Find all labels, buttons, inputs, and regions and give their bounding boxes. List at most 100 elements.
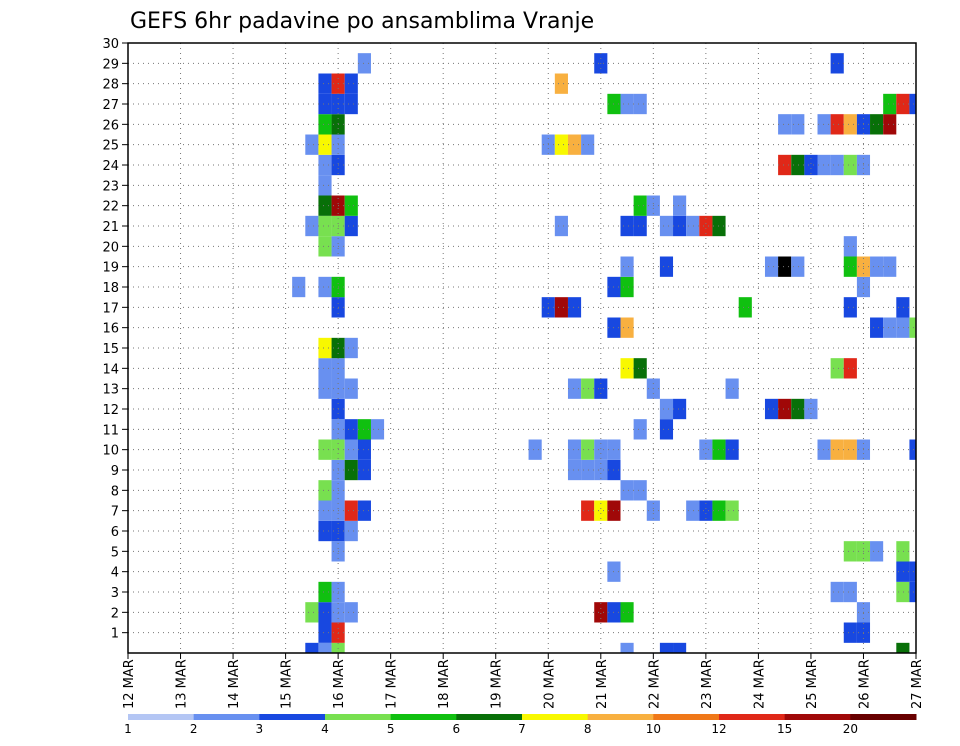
heatmap-cell (843, 236, 857, 257)
legend-label: 12 (711, 722, 726, 736)
x-tick-label: 26 MAR (857, 659, 872, 709)
heatmap-cell (843, 256, 857, 277)
heatmap-cell (817, 114, 831, 135)
heatmap-cell (554, 73, 568, 94)
heatmap-cell (318, 175, 332, 196)
heatmap-cell (305, 134, 319, 155)
heatmap-cell (581, 500, 595, 521)
heatmap-cell (344, 602, 358, 623)
y-tick-label: 15 (102, 342, 119, 357)
heatmap-cell (620, 276, 634, 298)
legend-label: 6 (453, 722, 461, 736)
heatmap-cell (620, 93, 634, 115)
heatmap-cell (843, 541, 857, 562)
heatmap-cell (738, 297, 752, 318)
heatmap-cell (567, 378, 582, 399)
x-tick-label: 22 MAR (647, 659, 662, 709)
heatmap-cell (357, 419, 371, 440)
heatmap-cell (318, 480, 332, 501)
chart-grid (128, 42, 916, 653)
y-tick-label: 9 (111, 464, 119, 479)
heatmap-cell (843, 154, 857, 176)
heatmap-cell (567, 439, 582, 460)
heatmap-cell (318, 215, 332, 237)
heatmap-cell (725, 439, 739, 460)
heatmap-cell (686, 215, 700, 237)
legend-color-swatch (784, 714, 851, 720)
heatmap-cell (344, 500, 358, 521)
x-tick-label: 19 MAR (490, 659, 505, 709)
heatmap-cell (778, 154, 792, 176)
heatmap-cell (305, 215, 319, 237)
x-tick-label: 14 MAR (227, 659, 242, 709)
heatmap-cell (725, 378, 739, 399)
heatmap-cell (699, 439, 713, 460)
heatmap-cell (318, 622, 332, 643)
y-tick-label: 1 (111, 627, 119, 642)
heatmap-cell (778, 398, 792, 420)
legend-color-swatch (193, 714, 260, 720)
heatmap-cell (620, 602, 634, 623)
heatmap-cell (909, 581, 916, 603)
legend-label: 15 (777, 722, 792, 736)
heatmap-cell (357, 439, 371, 460)
legend-label: 1 (124, 722, 132, 736)
heatmap-cell (318, 93, 332, 115)
heatmap-cell (594, 459, 608, 481)
heatmap-cell (620, 358, 634, 379)
x-tick-label: 24 MAR (752, 659, 767, 709)
y-tick-label: 25 (102, 139, 119, 154)
heatmap-cell (633, 93, 647, 115)
heatmap-cell (830, 358, 844, 379)
heatmap-cell (567, 134, 582, 155)
heatmap-cell (554, 297, 568, 318)
heatmap-cell (659, 642, 674, 653)
heatmap-cell (344, 195, 358, 216)
heatmap-cell (778, 114, 792, 135)
heatmap-cell (830, 154, 844, 176)
y-tick-label: 13 (102, 383, 119, 398)
y-tick-label: 28 (102, 78, 119, 93)
chart-title: GEFS 6hr padavine po ansamblima Vranje (130, 9, 594, 34)
heatmap-cell (581, 439, 595, 460)
legend-color-swatch (850, 714, 917, 720)
heatmap-cell (331, 642, 345, 653)
heatmap-cell (843, 297, 857, 318)
heatmap-cell (357, 459, 371, 481)
heatmap-cell (843, 622, 857, 643)
legend-color-swatch (522, 714, 589, 720)
y-tick-label: 20 (102, 240, 119, 255)
y-tick-label: 17 (102, 301, 119, 316)
y-tick-label: 12 (102, 403, 119, 418)
heatmap-cell (594, 439, 608, 460)
heatmap-cell (318, 520, 332, 542)
heatmap-cell (567, 297, 582, 318)
heatmap-cell (318, 500, 332, 521)
heatmap-cell (318, 154, 332, 176)
heatmap-cell (896, 317, 910, 338)
x-tick-label: 23 MAR (700, 659, 715, 709)
heatmap-cell (896, 297, 910, 318)
heatmap-cell (699, 215, 713, 237)
y-tick-label: 14 (102, 362, 119, 377)
heatmap-cell (633, 419, 647, 440)
heatmap-cell (909, 439, 916, 460)
heatmap-cell (357, 500, 371, 521)
y-tick-label: 16 (102, 322, 119, 337)
heatmap-cell (843, 439, 857, 460)
heatmap-cell (318, 134, 332, 155)
heatmap-cell (791, 154, 805, 176)
heatmap-cell (305, 602, 319, 623)
heatmap-cell (594, 602, 608, 623)
heatmap-cell (883, 93, 897, 115)
heatmap-cell (344, 419, 358, 440)
heatmap-cell (318, 581, 332, 603)
color-legend: 1 2 3 4 5 6 7 8 10 12 15 20 (124, 714, 917, 736)
heatmap-cell (633, 358, 647, 379)
legend-label: 8 (584, 722, 592, 736)
y-tick-label: 10 (102, 444, 119, 459)
heatmap-cell (318, 602, 332, 623)
heatmap-cell (883, 114, 897, 135)
heatmap-cell (528, 439, 542, 460)
legend-label: 4 (321, 722, 329, 736)
